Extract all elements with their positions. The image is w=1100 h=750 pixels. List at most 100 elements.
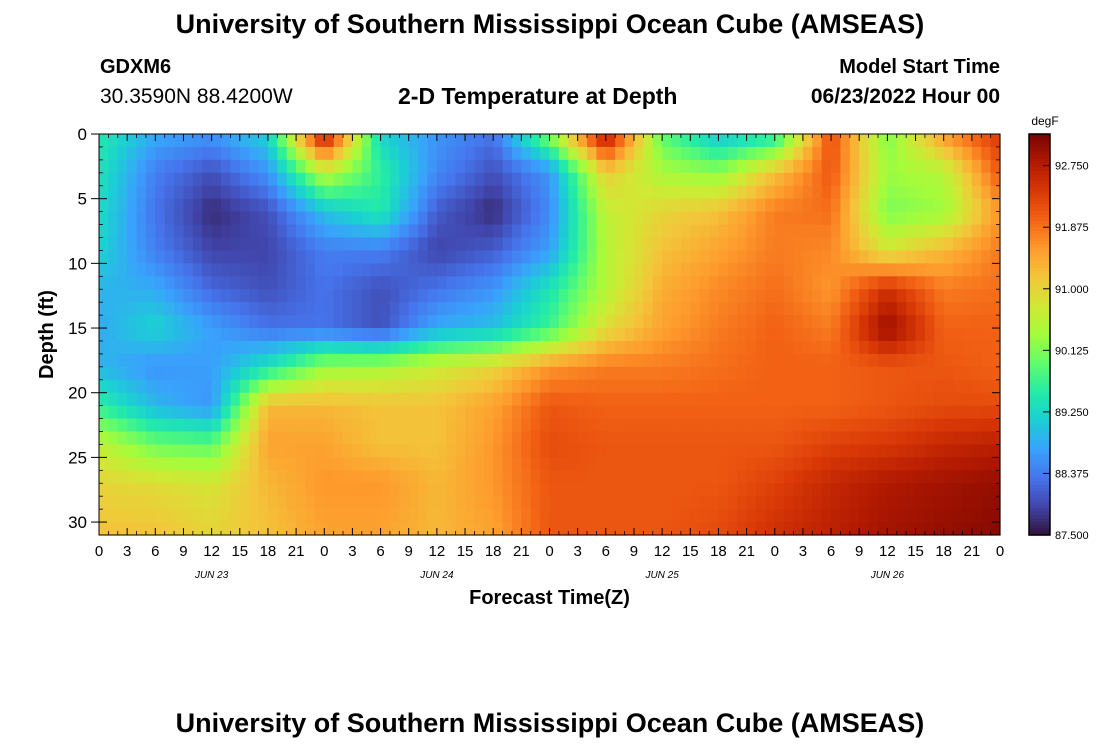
heatmap-cell [662,328,673,342]
heatmap-cell [474,470,485,484]
heatmap-cell [793,328,804,342]
heatmap-cell [305,392,316,407]
heatmap-cell [427,224,438,239]
heatmap-cell [361,340,372,355]
heatmap-cell [239,444,250,458]
heatmap-cell [530,250,541,264]
heatmap-cell [155,198,166,213]
heatmap-cell [314,159,325,174]
heatmap-cell [765,263,776,277]
y-tick-label: 25 [68,448,87,467]
heatmap-cell [802,470,813,484]
heatmap-cell [896,224,907,239]
heatmap-cell [493,159,504,174]
heatmap-cell [774,211,785,226]
heatmap-cell [192,146,203,161]
heatmap-cell [221,276,231,290]
heatmap-cell [755,444,766,458]
heatmap-cell [596,172,607,187]
heatmap-cell [868,172,879,187]
heatmap-cell [361,263,372,277]
heatmap-cell [267,224,278,239]
heatmap-cell [493,522,504,536]
heatmap-cell [821,263,832,277]
heatmap-cell [389,302,400,316]
heatmap-cell [127,159,138,174]
colorbar-segment [1029,134,1050,138]
heatmap-cell [953,211,964,226]
heatmap-cell [540,509,551,523]
heatmap-cell [399,444,410,458]
heatmap-cell [577,353,588,368]
heatmap-cell [821,483,832,497]
heatmap-cell [605,509,616,523]
heatmap-cell [746,263,757,277]
heatmap-cell [718,431,729,446]
heatmap-cell [502,328,513,342]
heatmap-cell [127,224,138,239]
heatmap-cell [530,353,541,368]
heatmap-cell [596,159,607,174]
heatmap-cell [633,302,644,316]
heatmap-cell [136,289,147,303]
heatmap-cell [755,470,766,484]
heatmap-cell [314,198,325,213]
heatmap-cell [868,237,879,252]
heatmap-cell [906,250,917,264]
heatmap-cell [230,496,241,510]
heatmap-cell [652,211,663,226]
heatmap-cell [727,509,738,523]
heatmap-cell [981,418,992,433]
heatmap-cell [446,237,457,252]
heatmap-cell [99,522,109,536]
heatmap-cell [896,185,907,200]
heatmap-cell [699,392,710,407]
heatmap-cell [868,302,879,316]
heatmap-cell [953,366,964,381]
heatmap-cell [924,211,935,226]
heatmap-cell [549,237,560,252]
heatmap-cell [324,146,335,161]
heatmap-cell [249,496,260,510]
heatmap-cell [877,457,888,471]
heatmap-cell [230,366,241,381]
heatmap-cell [624,470,635,484]
heatmap-cell [962,444,973,458]
x-tick-label: 12 [654,543,671,560]
heatmap-cell [108,496,119,510]
heatmap-cell [971,276,982,290]
heatmap-cell [371,172,382,187]
heatmap-cell [906,224,917,239]
heatmap-cell [793,379,804,394]
heatmap-cell [221,483,231,497]
colorbar-segment [1029,274,1050,279]
heatmap-cell [108,172,119,187]
heatmap-cell [380,185,391,200]
heatmap-cell [877,418,888,433]
heatmap-cell [183,146,194,161]
heatmap-cell [239,457,250,471]
heatmap-cell [887,172,898,187]
heatmap-cell [624,172,635,187]
heatmap-cell [821,457,832,471]
heatmap-cell [483,211,494,226]
heatmap-cell [145,457,156,471]
heatmap-cell [164,392,175,407]
heatmap-cell [239,159,250,174]
heatmap-cell [333,509,344,523]
heatmap-cell [577,483,588,497]
heatmap-cell [127,444,138,458]
heatmap-cell [849,328,860,342]
heatmap-cell [408,263,419,277]
heatmap-cell [202,211,213,226]
heatmap-cell [474,328,485,342]
heatmap-cell [709,159,720,174]
heatmap-cell [718,302,729,316]
heatmap-cell [418,392,429,407]
heatmap-cell [896,276,907,290]
heatmap-cell [774,405,785,420]
heatmap-cell [849,522,860,536]
heatmap-cell [371,146,382,161]
heatmap-cell [399,159,410,174]
heatmap-cell [530,340,541,355]
